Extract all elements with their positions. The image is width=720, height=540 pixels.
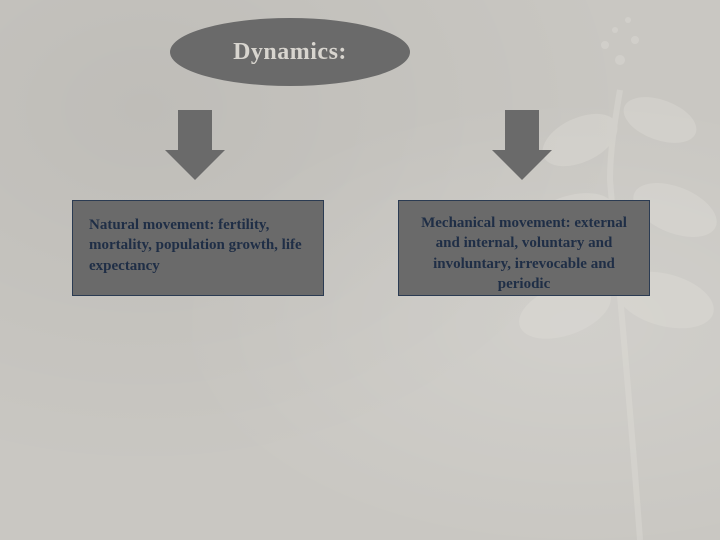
arrow-right bbox=[492, 110, 552, 182]
box-mechanical-text: Mechanical movement: external and intern… bbox=[421, 215, 627, 292]
title-text: Dynamics: bbox=[233, 39, 347, 66]
box-mechanical-movement: Mechanical movement: external and intern… bbox=[398, 200, 650, 296]
arrow-left bbox=[165, 110, 225, 182]
box-natural-movement: Natural movement: fertility, mortality, … bbox=[72, 200, 324, 296]
box-natural-text: Natural movement: fertility, mortality, … bbox=[89, 217, 302, 274]
title-ellipse: Dynamics: bbox=[170, 18, 410, 86]
